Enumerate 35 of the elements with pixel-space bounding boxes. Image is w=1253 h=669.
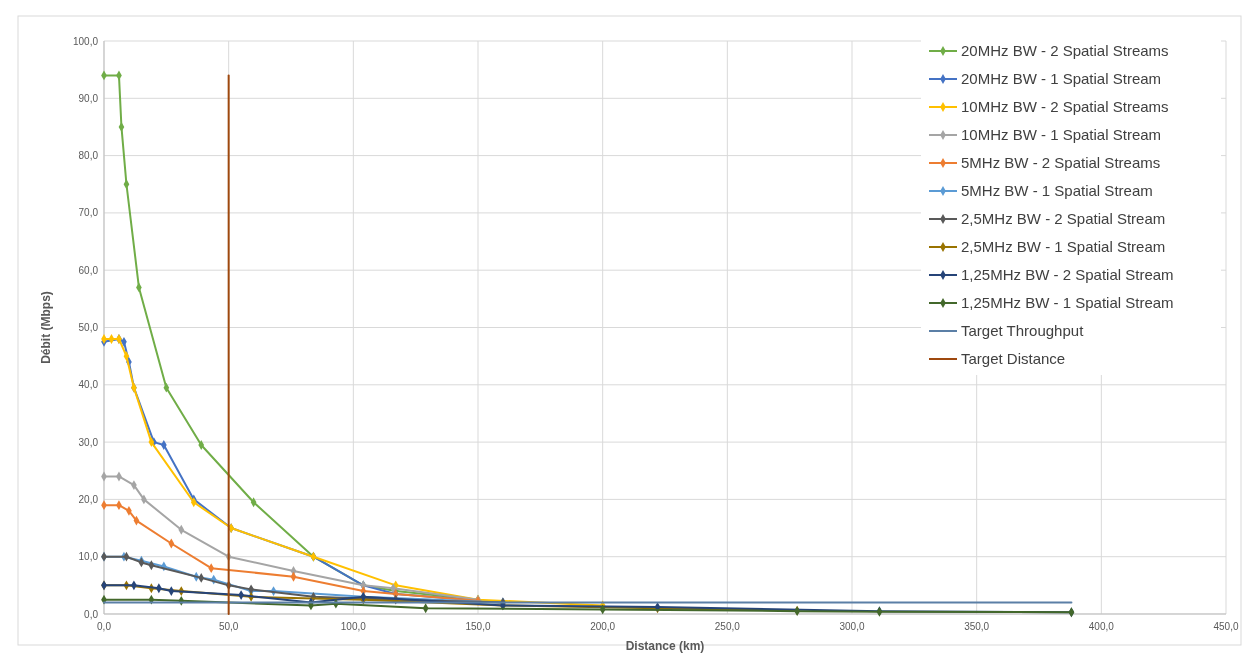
x-tick-label: 250,0 bbox=[714, 621, 741, 632]
x-tick-label: 50,0 bbox=[218, 621, 239, 632]
y-tick-label: 80,0 bbox=[78, 150, 99, 162]
legend-label: 2,5MHz BW - 1 Spatial Stream bbox=[961, 238, 1166, 256]
y-tick-label: 60,0 bbox=[78, 264, 99, 276]
legend-label: 20MHz BW - 2 Spatial Streams bbox=[961, 42, 1169, 60]
legend-label: Target Distance bbox=[961, 350, 1066, 368]
y-tick-label: 10,0 bbox=[78, 551, 99, 563]
x-tick-label: 100,0 bbox=[340, 621, 367, 632]
legend-label: 1,25MHz BW - 1 Spatial Stream bbox=[961, 294, 1174, 312]
x-tick-label: 300,0 bbox=[839, 621, 865, 632]
x-axis-title: Distance (km) bbox=[625, 639, 705, 653]
x-tick-label: 350,0 bbox=[964, 621, 990, 632]
y-tick-label: 50,0 bbox=[78, 322, 99, 333]
x-tick-label: 200,0 bbox=[590, 621, 616, 632]
x-tick-label: 450,0 bbox=[1213, 621, 1239, 632]
x-tick-label: 150,0 bbox=[465, 621, 491, 632]
x-tick-label: 0,0 bbox=[97, 621, 112, 632]
y-tick-label: 0,0 bbox=[84, 608, 99, 620]
y-tick-label: 20,0 bbox=[78, 493, 99, 505]
legend-label: 10MHz BW - 2 Spatial Streams bbox=[961, 98, 1169, 116]
y-tick-label: 100,0 bbox=[72, 35, 99, 47]
y-tick-label: 70,0 bbox=[78, 207, 99, 219]
x-tick-label: 400,0 bbox=[1088, 621, 1115, 632]
legend-label: Target Throughput bbox=[961, 322, 1085, 340]
y-tick-label: 40,0 bbox=[78, 379, 99, 391]
legend-label: 20MHz BW - 1 Spatial Stream bbox=[961, 70, 1162, 88]
legend-label: 5MHz BW - 1 Spatial Stream bbox=[961, 182, 1153, 200]
legend-label: 2,5MHz BW - 2 Spatial Stream bbox=[961, 210, 1166, 228]
y-tick-label: 90,0 bbox=[78, 92, 99, 104]
legend-label: 10MHz BW - 1 Spatial Stream bbox=[961, 126, 1162, 144]
legend-label: 5MHz BW - 2 Spatial Streams bbox=[961, 154, 1161, 172]
y-tick-label: 30,0 bbox=[78, 436, 99, 448]
legend-label: 1,25MHz BW - 2 Spatial Stream bbox=[961, 266, 1174, 284]
y-axis-title: Débit (Mbps) bbox=[39, 291, 53, 364]
